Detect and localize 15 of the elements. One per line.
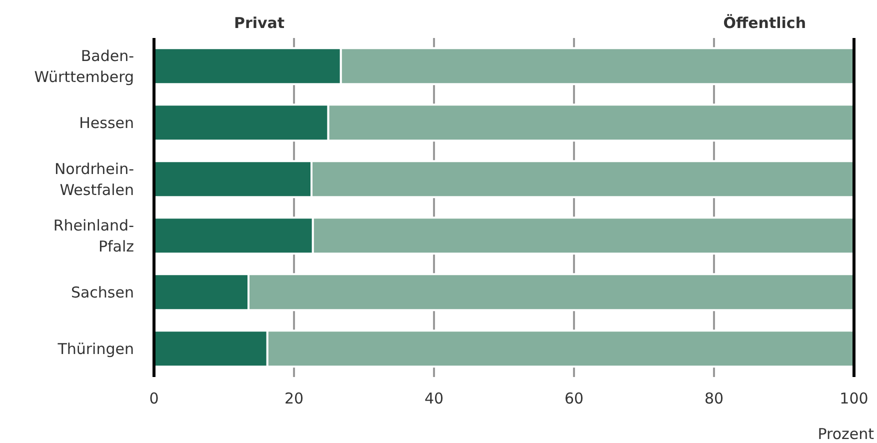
x-tick-label: 80 <box>704 390 724 408</box>
x-tick-label: 20 <box>284 390 304 408</box>
x-tick-label: 100 <box>840 390 868 408</box>
y-tick-label: Nordrhein-Westfalen <box>54 160 134 199</box>
x-tick-label: 0 <box>149 390 159 408</box>
x-tick-label: 40 <box>424 390 444 408</box>
series-label: Öffentlich <box>723 14 806 32</box>
y-tick-label: Baden-Württemberg <box>34 46 134 86</box>
y-tick-label: Rheinland-Pfalz <box>53 216 134 256</box>
x-tick-label: 60 <box>564 390 584 408</box>
y-tick-label: Thüringen <box>56 340 134 358</box>
y-tick-label: Hessen <box>79 114 134 132</box>
y-tick-label: Sachsen <box>70 283 134 302</box>
series-label: Privat <box>234 14 285 32</box>
x-axis-title: Prozent <box>818 425 874 443</box>
